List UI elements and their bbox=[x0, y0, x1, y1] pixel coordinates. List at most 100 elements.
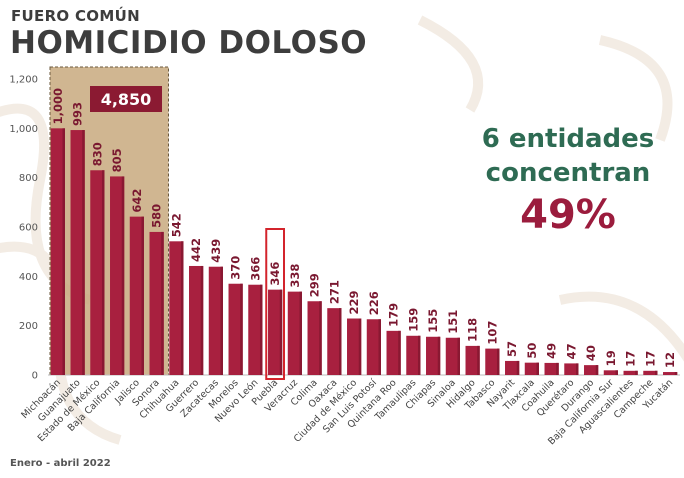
bar-shade bbox=[575, 363, 579, 375]
bar-value-label: 642 bbox=[130, 189, 144, 213]
bar-value-label: 17 bbox=[624, 351, 638, 367]
bar bbox=[524, 362, 539, 375]
bar-value-label: 47 bbox=[564, 343, 578, 359]
bar-value-label: 805 bbox=[110, 148, 124, 172]
y-tick-label: 400 bbox=[19, 272, 38, 283]
callout-line-2: concentran bbox=[485, 158, 651, 188]
bar-value-label: 338 bbox=[288, 264, 302, 288]
bar-value-label: 159 bbox=[406, 308, 420, 332]
bar bbox=[643, 370, 658, 375]
bar-value-label: 40 bbox=[584, 345, 598, 361]
bar-shade bbox=[101, 170, 105, 375]
concentration-callout: 6 entidades concentran 49% bbox=[462, 122, 674, 240]
period-label: Enero - abril 2022 bbox=[10, 458, 111, 469]
bar-value-label: 366 bbox=[248, 257, 262, 281]
bar-shade bbox=[398, 330, 401, 375]
bar bbox=[228, 283, 243, 375]
bar-value-label: 151 bbox=[446, 310, 460, 334]
bar-value-label: 107 bbox=[485, 321, 499, 345]
bar bbox=[663, 372, 678, 375]
bar-value-label: 57 bbox=[505, 341, 519, 357]
bar-value-label: 542 bbox=[169, 213, 183, 237]
bar-shade bbox=[279, 289, 283, 375]
bar-shade bbox=[299, 291, 302, 375]
bar-value-label: 179 bbox=[387, 303, 401, 327]
bar-shade bbox=[200, 265, 204, 375]
bar-shade bbox=[654, 370, 658, 375]
bar-value-label: 830 bbox=[90, 142, 104, 166]
bar bbox=[248, 284, 263, 375]
bar-shade bbox=[635, 370, 638, 375]
y-tick-label: 200 bbox=[19, 321, 38, 332]
bar-value-label: 155 bbox=[426, 309, 440, 333]
y-tick-label: 600 bbox=[19, 223, 38, 234]
bar bbox=[623, 370, 638, 375]
bar bbox=[50, 128, 65, 375]
bar-value-label: 50 bbox=[525, 343, 539, 359]
bar bbox=[465, 345, 480, 375]
bar bbox=[307, 301, 322, 375]
bar bbox=[169, 241, 184, 375]
bar-shade bbox=[319, 301, 322, 375]
bar bbox=[584, 365, 599, 375]
bar-shade bbox=[556, 362, 559, 375]
total-badge bbox=[90, 86, 162, 112]
bar bbox=[426, 336, 441, 375]
bar-shade bbox=[121, 176, 125, 375]
highlight-region bbox=[49, 66, 169, 376]
bar bbox=[544, 362, 559, 375]
bar bbox=[189, 265, 204, 375]
bar-shade bbox=[417, 335, 421, 375]
bar bbox=[90, 170, 105, 375]
report-category: FUERO COMÚN bbox=[11, 7, 140, 25]
bar-shade bbox=[536, 362, 539, 375]
bar-value-label: 1,000 bbox=[51, 88, 65, 124]
bar bbox=[564, 363, 579, 375]
page-title: HOMICIDIO DOLOSO bbox=[10, 25, 368, 61]
bar-value-label: 442 bbox=[189, 238, 203, 262]
bar-value-label: 49 bbox=[545, 343, 559, 359]
bar-shade bbox=[477, 345, 480, 375]
bar bbox=[287, 291, 302, 375]
bar bbox=[149, 231, 164, 375]
bar-value-label: 993 bbox=[71, 102, 85, 126]
bar-value-label: 17 bbox=[643, 351, 657, 367]
bar-shade bbox=[437, 336, 441, 375]
callout-percent: 49% bbox=[520, 192, 616, 238]
bar-shade bbox=[496, 348, 500, 375]
bar-value-label: 226 bbox=[367, 291, 381, 315]
bar bbox=[208, 266, 223, 375]
bar-value-label: 299 bbox=[308, 273, 322, 297]
bar bbox=[445, 337, 460, 375]
bar-shade bbox=[220, 266, 223, 375]
bar-shade bbox=[615, 370, 618, 375]
bar-shade bbox=[82, 130, 85, 375]
bar-value-label: 229 bbox=[347, 290, 361, 314]
bar bbox=[110, 176, 125, 375]
bar bbox=[485, 348, 500, 375]
highlighted-bar-outline bbox=[265, 228, 285, 380]
bar-shade bbox=[180, 241, 184, 375]
total-badge-label: 4,850 bbox=[101, 90, 152, 109]
bar-shade bbox=[259, 284, 263, 375]
bar-shade bbox=[457, 337, 460, 375]
bar bbox=[129, 216, 144, 375]
y-tick-label: 1,200 bbox=[9, 75, 38, 86]
y-tick-label: 800 bbox=[19, 173, 38, 184]
callout-line-1: 6 entidades bbox=[481, 124, 655, 154]
bar bbox=[347, 318, 362, 375]
bar-shade bbox=[62, 128, 65, 375]
bar-value-label: 19 bbox=[604, 350, 618, 366]
bar-shade bbox=[141, 216, 144, 375]
bar-shade bbox=[358, 318, 362, 375]
bar bbox=[327, 308, 342, 375]
bar bbox=[366, 319, 381, 375]
y-tick-label: 1,000 bbox=[9, 124, 38, 135]
bar-shade bbox=[516, 360, 520, 375]
bar-value-label: 346 bbox=[268, 262, 282, 286]
bar bbox=[603, 370, 618, 375]
bar-value-label: 271 bbox=[327, 280, 341, 304]
bar-shade bbox=[674, 372, 678, 375]
bar-value-label: 118 bbox=[466, 318, 480, 342]
